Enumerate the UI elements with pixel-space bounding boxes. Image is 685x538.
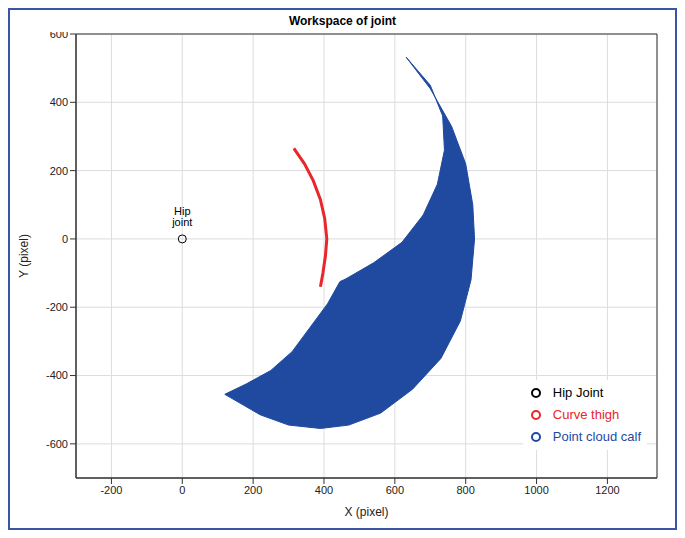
html-text:Workspace of joint: Workspace of joint — [288, 14, 397, 28]
svg-text:800: 800 — [457, 484, 475, 496]
svg-text:Hipjoint: Hipjoint — [171, 205, 192, 228]
svg-text:200: 200 — [244, 484, 262, 496]
svg-text:-200: -200 — [46, 301, 68, 313]
svg-text:0: 0 — [62, 233, 68, 245]
html-text:Hip Joint: Hip Joint — [552, 385, 604, 400]
svg-text:-400: -400 — [46, 369, 68, 381]
svg-text:600: 600 — [50, 32, 68, 40]
svg-text:1200: 1200 — [595, 484, 619, 496]
svg-text:0: 0 — [179, 484, 185, 496]
html-text:Curve thigh: Curve thigh — [552, 407, 620, 422]
html-text:Point cloud calf: Point cloud calf — [552, 429, 641, 444]
svg-text:400: 400 — [315, 484, 333, 496]
svg-text:-600: -600 — [46, 438, 68, 450]
svg-text:200: 200 — [50, 165, 68, 177]
svg-text:400: 400 — [50, 96, 68, 108]
svg-text:-200: -200 — [100, 484, 122, 496]
svg-text:1000: 1000 — [524, 484, 548, 496]
svg-text:Y (pixel): Y (pixel) — [17, 234, 31, 278]
svg-text:X (pixel): X (pixel) — [344, 505, 388, 519]
svg-text:600: 600 — [386, 484, 404, 496]
